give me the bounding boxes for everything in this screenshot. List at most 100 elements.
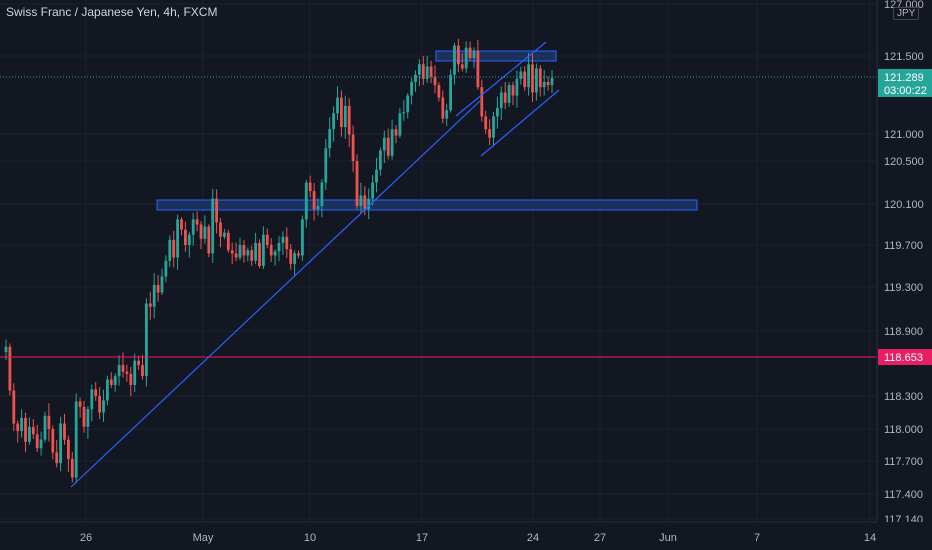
last-price-value: 121.289 — [884, 72, 924, 84]
time-tick-label: 27 — [594, 532, 606, 544]
candle-body — [78, 401, 82, 407]
candle-body — [433, 76, 437, 86]
candle-body — [226, 232, 230, 251]
candle-body — [211, 198, 215, 254]
grid — [0, 0, 877, 522]
candle-body — [4, 346, 8, 353]
candle-body — [106, 379, 109, 401]
resistance-zone — [435, 50, 557, 62]
candle-body — [35, 434, 39, 449]
candle-body — [320, 182, 324, 207]
candle-body — [141, 365, 144, 377]
candle-body — [16, 423, 20, 432]
candle-body — [367, 198, 371, 210]
candle-body — [304, 182, 308, 220]
candle-body — [55, 452, 59, 464]
candle-body — [102, 400, 105, 413]
candle-body — [542, 82, 546, 88]
candle-body — [12, 390, 16, 424]
candle-body — [293, 253, 296, 264]
candle-body — [484, 116, 488, 130]
candle-body — [519, 71, 523, 79]
candle-body — [43, 415, 47, 440]
candle-body — [176, 219, 179, 258]
zones-layer — [156, 50, 698, 211]
candle-body — [328, 129, 332, 149]
candle-body — [164, 260, 168, 277]
candle-body — [324, 148, 328, 183]
candle-body — [445, 110, 449, 119]
candle-body — [98, 396, 101, 413]
candle-body — [152, 284, 156, 307]
candle-body — [160, 276, 164, 293]
candle-body — [347, 105, 351, 135]
time-tick-label: May — [193, 532, 214, 544]
candle-body — [515, 78, 519, 96]
candle-body — [195, 219, 199, 225]
price-tick-label: 117.400 — [884, 489, 923, 501]
candle-body — [480, 87, 484, 117]
candle-body — [402, 112, 406, 114]
price-tick-label: 119.700 — [884, 240, 923, 252]
candle-body — [492, 116, 495, 138]
candle-body — [67, 439, 70, 459]
candle-body — [301, 219, 304, 256]
candle-body — [531, 64, 534, 93]
price-tick-label: 120.100 — [884, 199, 924, 211]
candle-body — [332, 113, 335, 130]
candle-body — [137, 360, 140, 366]
wedge-lower-line — [480, 89, 560, 157]
candle-body — [156, 284, 160, 293]
candle-body — [277, 242, 281, 252]
candle-body — [223, 232, 226, 237]
candle-body — [363, 195, 367, 210]
price-tick-label: 118.300 — [884, 391, 923, 403]
candle-body — [145, 303, 148, 377]
price-tick-label: 121.500 — [884, 51, 924, 63]
candle-body — [250, 250, 254, 261]
candle-body — [191, 219, 195, 235]
price-tick-label: 117.700 — [884, 456, 923, 468]
candle-body — [476, 50, 480, 88]
candle-body — [429, 66, 433, 77]
candles-layer — [4, 38, 554, 484]
candle-body — [172, 239, 176, 258]
candle-body — [90, 389, 94, 410]
candle-body — [355, 161, 359, 207]
candle-body — [351, 134, 355, 161]
candle-body — [437, 85, 441, 98]
candle-body — [340, 97, 343, 128]
candle-body — [113, 376, 117, 385]
support-resistance-zone — [156, 199, 698, 211]
candle-body — [359, 195, 363, 207]
level-value: 118.653 — [884, 352, 923, 364]
trendlines-layer — [0, 41, 877, 488]
currency-unit-badge[interactable]: JPY — [893, 7, 920, 20]
candle-body — [129, 373, 133, 385]
candle-body — [187, 234, 191, 245]
candle-body — [535, 68, 538, 93]
candle-body — [499, 92, 503, 108]
candle-body — [28, 426, 31, 442]
candle-body — [39, 439, 43, 449]
candle-body — [418, 64, 421, 75]
candle-body — [281, 236, 285, 243]
candle-body — [74, 401, 78, 478]
candle-body — [265, 234, 269, 245]
time-tick-label: 10 — [304, 532, 316, 544]
candle-body — [511, 85, 515, 96]
candle-body — [441, 97, 445, 119]
ascending-trendline — [70, 100, 481, 488]
candle-body — [414, 74, 417, 82]
candle-body — [394, 129, 398, 136]
candle-body — [82, 407, 86, 427]
candle-body — [254, 242, 257, 261]
candle-body — [133, 360, 137, 385]
candle-body — [203, 226, 207, 239]
candle-body — [242, 245, 246, 256]
candle-body — [343, 105, 347, 128]
candle-body — [382, 137, 386, 151]
candle-body — [390, 129, 394, 156]
candle-body — [285, 236, 289, 250]
